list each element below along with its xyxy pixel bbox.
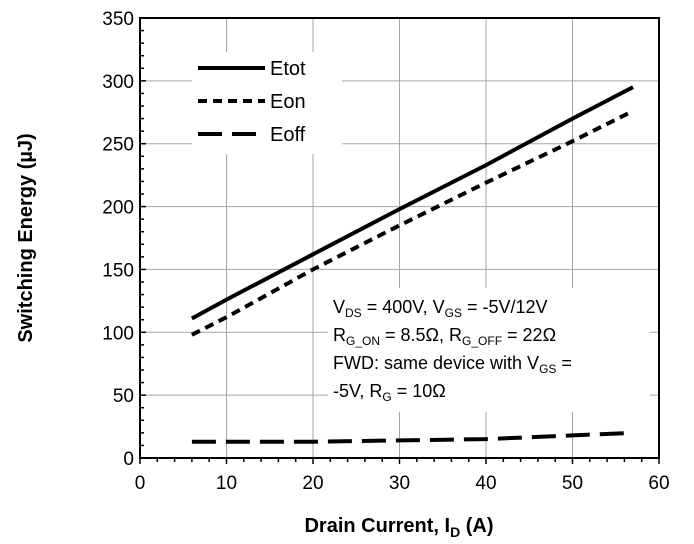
x-tick-label: 40: [475, 473, 496, 494]
series-etot-line: [190, 85, 634, 321]
y-tick-label: 300: [102, 72, 134, 93]
grid-lines: [140, 18, 659, 458]
series-eoff-line: [191, 430, 634, 444]
legend-label-etot: Etot: [270, 58, 306, 80]
x-tick-labels: 0 10 20 30 40 50 60: [135, 473, 670, 494]
x-tick-label: 60: [648, 473, 669, 494]
x-axis-title: Drain Current, ID (A): [304, 515, 493, 540]
y-tick-label: 150: [102, 260, 134, 281]
series-eon-line: [190, 109, 634, 337]
x-tick-label: 20: [302, 473, 323, 494]
annotation-line: FWD: same device with VGS =: [333, 353, 572, 376]
legend-label-eon: Eon: [270, 91, 306, 113]
x-tick-label: 50: [562, 473, 583, 494]
annotation-line: -5V, RG = 10Ω: [333, 381, 446, 404]
y-tick-labels: 0 50 100 150 200 250 300 350: [102, 9, 134, 470]
legend-label-eoff: Eoff: [270, 124, 306, 146]
x-tick-label: 0: [135, 473, 146, 494]
x-tick-label: 30: [389, 473, 410, 494]
y-tick-label: 350: [102, 9, 134, 30]
y-tick-label: 200: [102, 198, 134, 219]
test-conditions-annotation: VDS = 400V, VGS = -5V/12V RG_ON = 8.5Ω, R…: [333, 297, 572, 404]
legend: Etot Eon Eoff: [198, 58, 306, 146]
y-tick-label: 0: [123, 449, 134, 470]
data-series: [190, 85, 634, 444]
y-axis-title: Switching Energy (µJ): [15, 133, 37, 342]
annotation-line: RG_ON = 8.5Ω, RG_OFF = 22Ω: [333, 325, 556, 348]
annotation-background: [328, 288, 650, 412]
y-tick-label: 50: [113, 386, 134, 407]
annotation-line: VDS = 400V, VGS = -5V/12V: [333, 297, 548, 320]
axis-ticks: [139, 17, 660, 464]
y-tick-label: 250: [102, 135, 134, 156]
x-tick-label: 10: [216, 473, 237, 494]
y-tick-label: 100: [102, 323, 134, 344]
